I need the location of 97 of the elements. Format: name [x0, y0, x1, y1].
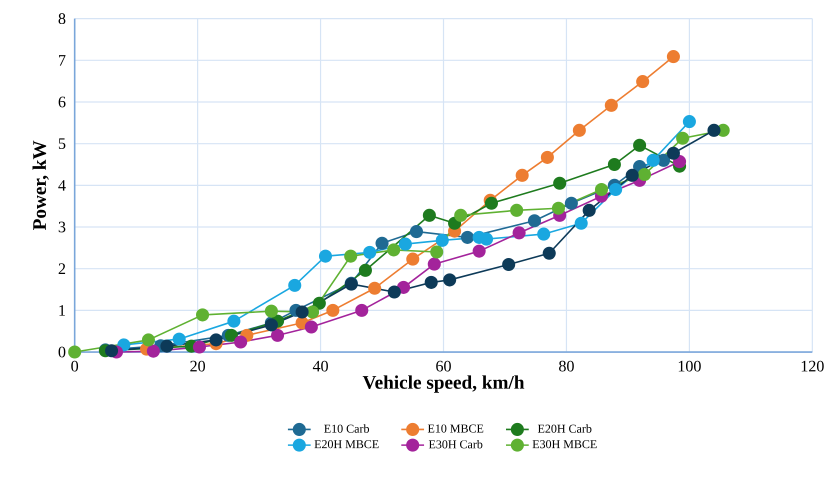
point — [682, 115, 696, 128]
point — [604, 98, 618, 112]
point — [296, 305, 309, 319]
y-tick-label: 3 — [58, 222, 66, 232]
point — [516, 168, 529, 182]
point — [594, 182, 608, 196]
point — [666, 50, 680, 64]
legend-label: E10 MBCE — [428, 424, 484, 433]
legend-label: E30H Carb — [428, 440, 482, 448]
y-axis-title: Power, kW — [32, 140, 49, 230]
point — [609, 182, 622, 196]
x-axis-title: Vehicle speed, km/h — [362, 375, 524, 393]
x-tick-label: 100 — [678, 360, 701, 372]
x-tick-label: 80 — [559, 360, 574, 372]
point — [428, 258, 441, 271]
point — [553, 176, 566, 190]
point — [512, 226, 526, 240]
point — [472, 244, 486, 258]
point — [304, 320, 318, 334]
y-tick-label: 2 — [58, 263, 66, 274]
point — [234, 335, 248, 348]
point — [288, 278, 302, 292]
point — [676, 132, 690, 145]
point — [572, 124, 586, 137]
point — [626, 168, 639, 182]
point — [146, 344, 160, 358]
point — [358, 264, 372, 277]
point — [406, 252, 420, 266]
y-tick-label: 7 — [59, 55, 66, 66]
point — [540, 150, 554, 164]
point — [355, 304, 368, 317]
point — [673, 155, 686, 168]
point — [582, 204, 596, 217]
legend-label: E30H MBCE — [532, 440, 597, 448]
point — [227, 314, 240, 328]
point — [376, 236, 389, 250]
point — [707, 124, 721, 137]
point — [398, 238, 412, 251]
point — [160, 340, 174, 353]
point — [271, 328, 284, 342]
point — [436, 234, 449, 247]
point — [172, 332, 186, 346]
point — [510, 204, 524, 217]
point — [666, 146, 680, 160]
x-tick-label: 60 — [436, 360, 451, 372]
point — [312, 296, 326, 310]
point — [410, 225, 423, 238]
point — [397, 280, 410, 294]
point — [460, 230, 474, 244]
legend-label: E10 Carb — [324, 424, 370, 433]
y-tick-label: 4 — [58, 180, 66, 191]
point — [224, 328, 238, 342]
point — [68, 345, 82, 359]
point — [484, 196, 498, 210]
point — [638, 168, 652, 181]
x-tick-label: 120 — [802, 360, 824, 372]
x-tick-label: 0 — [71, 360, 78, 372]
point — [422, 208, 436, 222]
point — [636, 75, 650, 88]
point — [574, 216, 588, 230]
point — [368, 282, 382, 295]
y-tick-label: 0 — [58, 346, 66, 358]
point — [454, 208, 468, 222]
y-tick-label: 8 — [58, 13, 66, 24]
point — [264, 304, 278, 318]
y-tick-label: 5 — [58, 138, 66, 149]
point — [502, 258, 516, 271]
x-tick-label: 20 — [190, 360, 206, 372]
point — [564, 196, 578, 210]
point — [424, 276, 438, 289]
point — [318, 250, 332, 263]
point — [344, 250, 358, 263]
legend-label: E20H Carb — [538, 424, 592, 433]
point — [608, 158, 621, 171]
point — [542, 246, 556, 260]
point — [552, 202, 565, 215]
point — [363, 246, 376, 259]
point — [306, 305, 320, 319]
point — [646, 154, 660, 167]
point — [142, 333, 155, 346]
point — [388, 285, 401, 298]
point — [387, 243, 400, 256]
point — [105, 344, 118, 358]
point — [210, 333, 223, 346]
point — [443, 273, 456, 286]
point — [196, 308, 210, 322]
point — [537, 228, 550, 241]
y-tick-label: 1 — [59, 305, 66, 316]
legend-label: E20H MBCE — [314, 440, 379, 448]
y-tick-label: 6 — [58, 96, 66, 108]
point — [326, 304, 340, 317]
x-tick-label: 40 — [312, 360, 328, 372]
point — [633, 138, 646, 152]
point — [528, 214, 542, 228]
point — [192, 340, 206, 354]
point — [480, 232, 494, 246]
point — [430, 245, 444, 258]
